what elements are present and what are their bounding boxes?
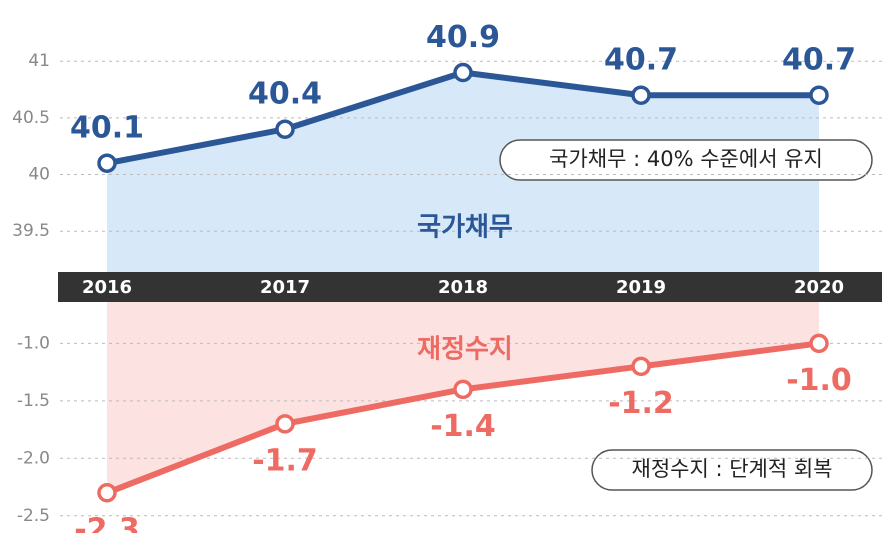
data-label: 40.4	[248, 77, 322, 112]
data-label: 40.9	[426, 20, 500, 55]
y-tick-label: -2.5	[17, 506, 50, 526]
point	[97, 483, 117, 503]
y-tick-label: -1.5	[17, 391, 50, 411]
x-tick-label: 2019	[616, 277, 666, 298]
annotation-box	[591, 449, 873, 491]
annotation-box	[499, 139, 873, 181]
point	[453, 62, 473, 83]
y-tick-label: -2.0	[17, 448, 50, 468]
point	[275, 119, 295, 139]
point	[809, 85, 829, 105]
data-label: -1.0	[786, 363, 852, 398]
data-label: 40.7	[604, 43, 678, 78]
data-label: -1.2	[608, 386, 674, 421]
data-label: -2.3	[74, 512, 140, 533]
x-tick-label: 2018	[438, 277, 488, 298]
series-label: 재정수지	[417, 335, 513, 365]
point	[631, 356, 651, 377]
point	[97, 153, 117, 173]
y-tick-label: 40.5	[12, 108, 50, 128]
x-tick-label: 2020	[794, 277, 844, 298]
data-label: 40.7	[782, 43, 856, 78]
y-tick-label: 39.5	[12, 221, 50, 241]
year-band	[58, 272, 882, 302]
annotation: 재정수지 : 단계적 회복	[632, 457, 833, 481]
series-label: 국가채무	[417, 213, 513, 243]
point	[631, 85, 651, 105]
data-label: -1.7	[252, 443, 318, 478]
y-tick-label: -1.0	[17, 333, 50, 353]
data-label: -1.4	[430, 409, 496, 444]
y-tick-label: 41	[28, 51, 50, 71]
x-tick-label: 2017	[260, 277, 310, 298]
data-label: 40.1	[70, 111, 144, 146]
point	[275, 414, 295, 434]
area	[107, 302, 819, 493]
point	[809, 333, 829, 354]
annotation: 국가채무 : 40% 수준에서 유지	[549, 147, 823, 171]
y-tick-label: 40	[28, 165, 50, 185]
x-tick-label: 2016	[82, 277, 132, 298]
point	[453, 379, 473, 400]
area	[107, 72, 819, 273]
